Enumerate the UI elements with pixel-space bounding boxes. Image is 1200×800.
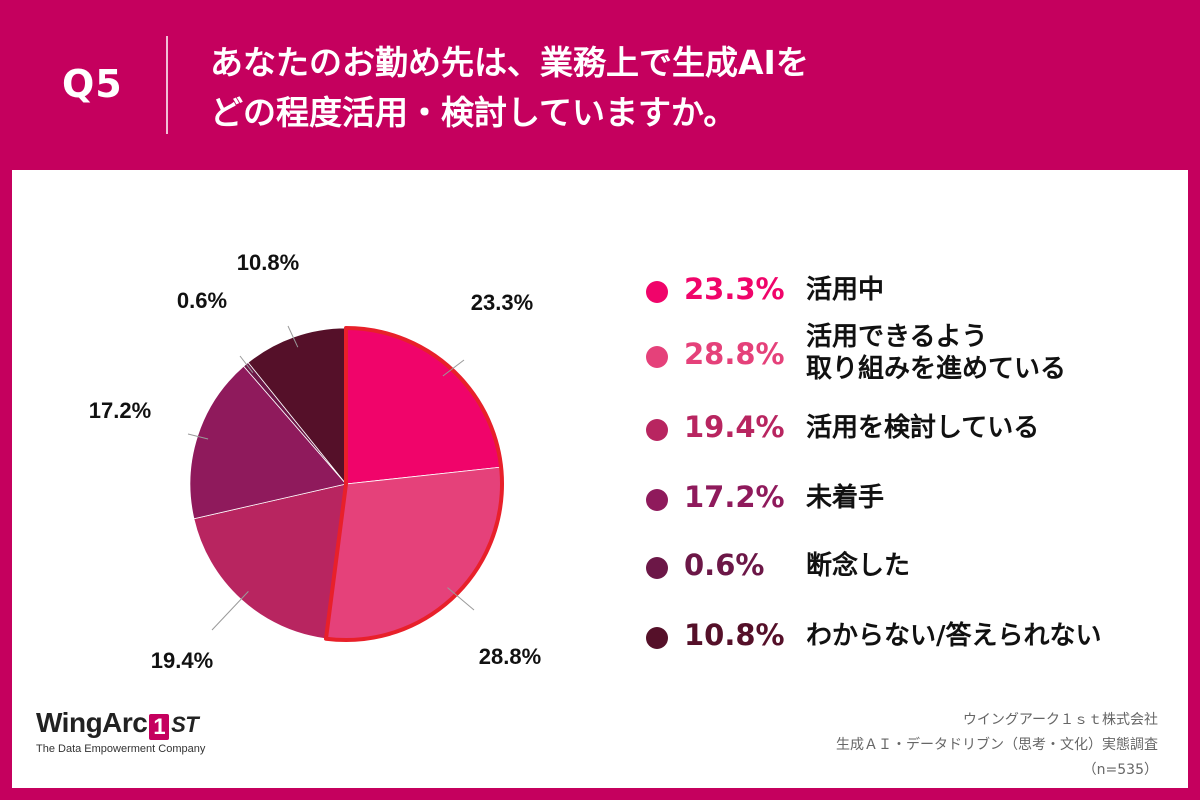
- source-survey: 生成ＡＩ・データドリブン（思考・文化）実態調査: [836, 733, 1158, 758]
- header: Q5 あなたのお勤め先は、業務上で生成AIを どの程度活用・検討していますか。: [0, 0, 1200, 170]
- pie-data-label-2: 28.8%: [479, 644, 541, 669]
- legend-dot: [646, 346, 668, 368]
- company-logo: WingArc 1 ST The Data Empowerment Company: [36, 707, 205, 755]
- legend-label: 断念した: [806, 550, 910, 582]
- pie-data-label-3: 19.4%: [151, 648, 213, 673]
- legend-dot: [646, 489, 668, 511]
- legend-dot: [646, 281, 668, 303]
- source-sample: （n=535）: [836, 758, 1158, 783]
- logo-wordmark: WingArc: [36, 707, 147, 738]
- question-number: Q5: [62, 62, 123, 106]
- legend-dot: [646, 627, 668, 649]
- source-company: ウイングアーク１ｓｔ株式会社: [836, 708, 1158, 733]
- chart-card: 23.3% 28.8% 19.4% 17.2% 0.6% 10.8% 23.3% 活用中 28…: [12, 170, 1188, 788]
- pie-data-label-6: 10.8%: [237, 250, 299, 275]
- legend-label: 未着手: [806, 482, 884, 514]
- legend-percentage: 23.3%: [684, 272, 785, 306]
- legend-percentage: 17.2%: [684, 480, 785, 514]
- question-title-line-2: どの程度活用・検討していますか。: [210, 88, 809, 138]
- pie-data-label-5: 0.6%: [177, 288, 227, 313]
- legend-percentage: 28.8%: [684, 337, 785, 371]
- logo-badge: 1: [149, 714, 169, 740]
- pie-data-label-1: 23.3%: [471, 290, 533, 315]
- legend-percentage: 19.4%: [684, 410, 785, 444]
- pie-data-label-4: 17.2%: [89, 398, 151, 423]
- question-title: あなたのお勤め先は、業務上で生成AIを どの程度活用・検討していますか。: [210, 38, 809, 138]
- pie-slice-1: [346, 328, 501, 484]
- header-divider: [166, 36, 168, 134]
- pie-chart: 23.3% 28.8% 19.4% 17.2% 0.6% 10.8%: [12, 170, 1188, 788]
- question-title-line-1: あなたのお勤め先は、業務上で生成AIを: [210, 38, 809, 88]
- legend-percentage: 0.6%: [684, 548, 764, 582]
- legend-dot: [646, 419, 668, 441]
- source-note: ウイングアーク１ｓｔ株式会社 生成ＡＩ・データドリブン（思考・文化）実態調査 （…: [836, 708, 1158, 783]
- legend-percentage: 10.8%: [684, 618, 785, 652]
- pie-slice-2: [326, 467, 502, 640]
- legend-label-line: 未着手: [806, 482, 884, 514]
- legend-label: わからない/答えられない: [806, 620, 1102, 652]
- logo-tagline: The Data Empowerment Company: [36, 743, 205, 755]
- legend-label: 活用中: [806, 274, 884, 306]
- legend-label-line: 取り組みを進めている: [806, 353, 1066, 385]
- legend-label-line: 断念した: [806, 550, 910, 582]
- legend-label-line: 活用できるよう: [806, 321, 1066, 353]
- legend-label-line: 活用を検討している: [806, 412, 1039, 444]
- legend-dot: [646, 557, 668, 579]
- legend-label: 活用を検討している: [806, 412, 1039, 444]
- leader-line-3: [212, 591, 248, 630]
- legend-label-line: 活用中: [806, 274, 884, 306]
- logo-suffix: ST: [171, 712, 198, 737]
- legend-label-line: わからない/答えられない: [806, 620, 1102, 652]
- legend-label: 活用できるよう 取り組みを進めている: [806, 321, 1066, 385]
